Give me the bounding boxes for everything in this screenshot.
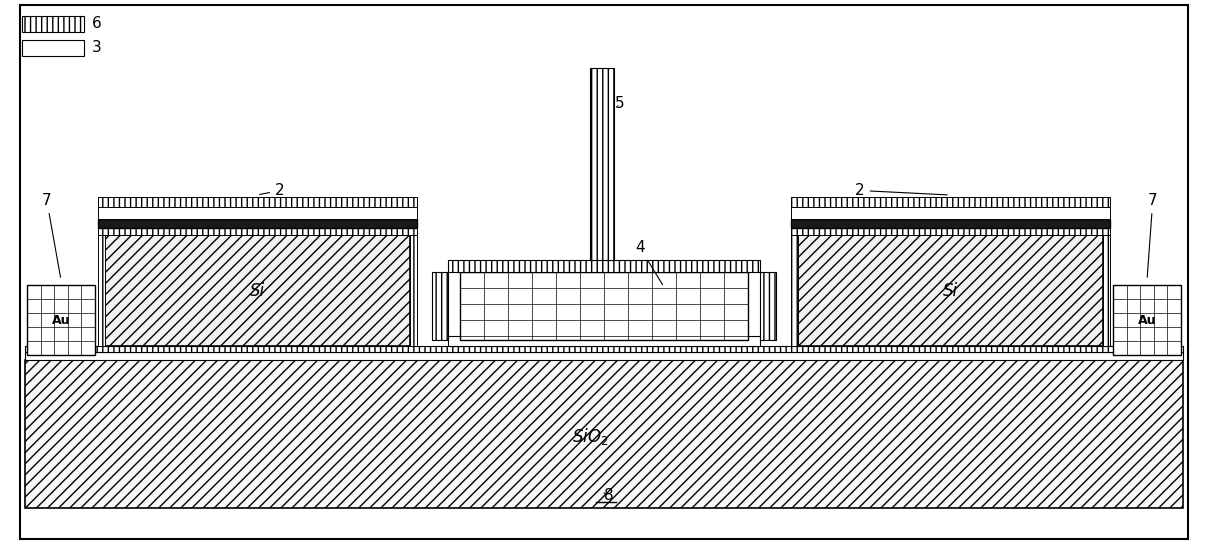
Text: Au: Au (1138, 313, 1156, 326)
Bar (791, 197, 1110, 207)
Bar (410, 235, 417, 346)
Bar (98, 207, 417, 219)
Bar (1103, 235, 1110, 346)
Bar (27, 285, 95, 355)
Bar (98, 219, 417, 228)
Bar (25, 346, 1183, 352)
Bar (460, 272, 748, 340)
Text: 5: 5 (615, 96, 625, 111)
Bar (25, 352, 1183, 360)
Text: Au: Au (52, 313, 70, 326)
Text: 4: 4 (635, 240, 662, 285)
Text: 2: 2 (260, 183, 285, 198)
Bar (1113, 285, 1181, 355)
Bar (760, 272, 776, 340)
Text: 7: 7 (42, 193, 60, 277)
Bar (791, 219, 1110, 228)
Bar (98, 197, 417, 207)
Bar (791, 207, 1110, 219)
Bar (432, 272, 448, 340)
Bar (448, 336, 760, 346)
Bar (791, 235, 798, 346)
Bar (798, 235, 1103, 346)
Text: 6: 6 (92, 16, 101, 32)
Bar (98, 228, 417, 235)
Text: 2: 2 (855, 183, 947, 198)
Text: 3: 3 (92, 40, 101, 55)
Bar (22, 16, 85, 32)
Text: SiO$_2$: SiO$_2$ (571, 426, 609, 448)
Text: 8: 8 (604, 488, 614, 503)
Text: Si: Si (250, 281, 265, 300)
Bar (791, 228, 1110, 235)
Bar (448, 260, 760, 272)
Bar (22, 40, 85, 56)
Bar (25, 360, 1183, 508)
Bar (105, 235, 410, 346)
Bar (590, 68, 614, 260)
Text: Si: Si (943, 281, 958, 300)
Text: 7: 7 (1148, 193, 1157, 277)
Bar (98, 235, 105, 346)
